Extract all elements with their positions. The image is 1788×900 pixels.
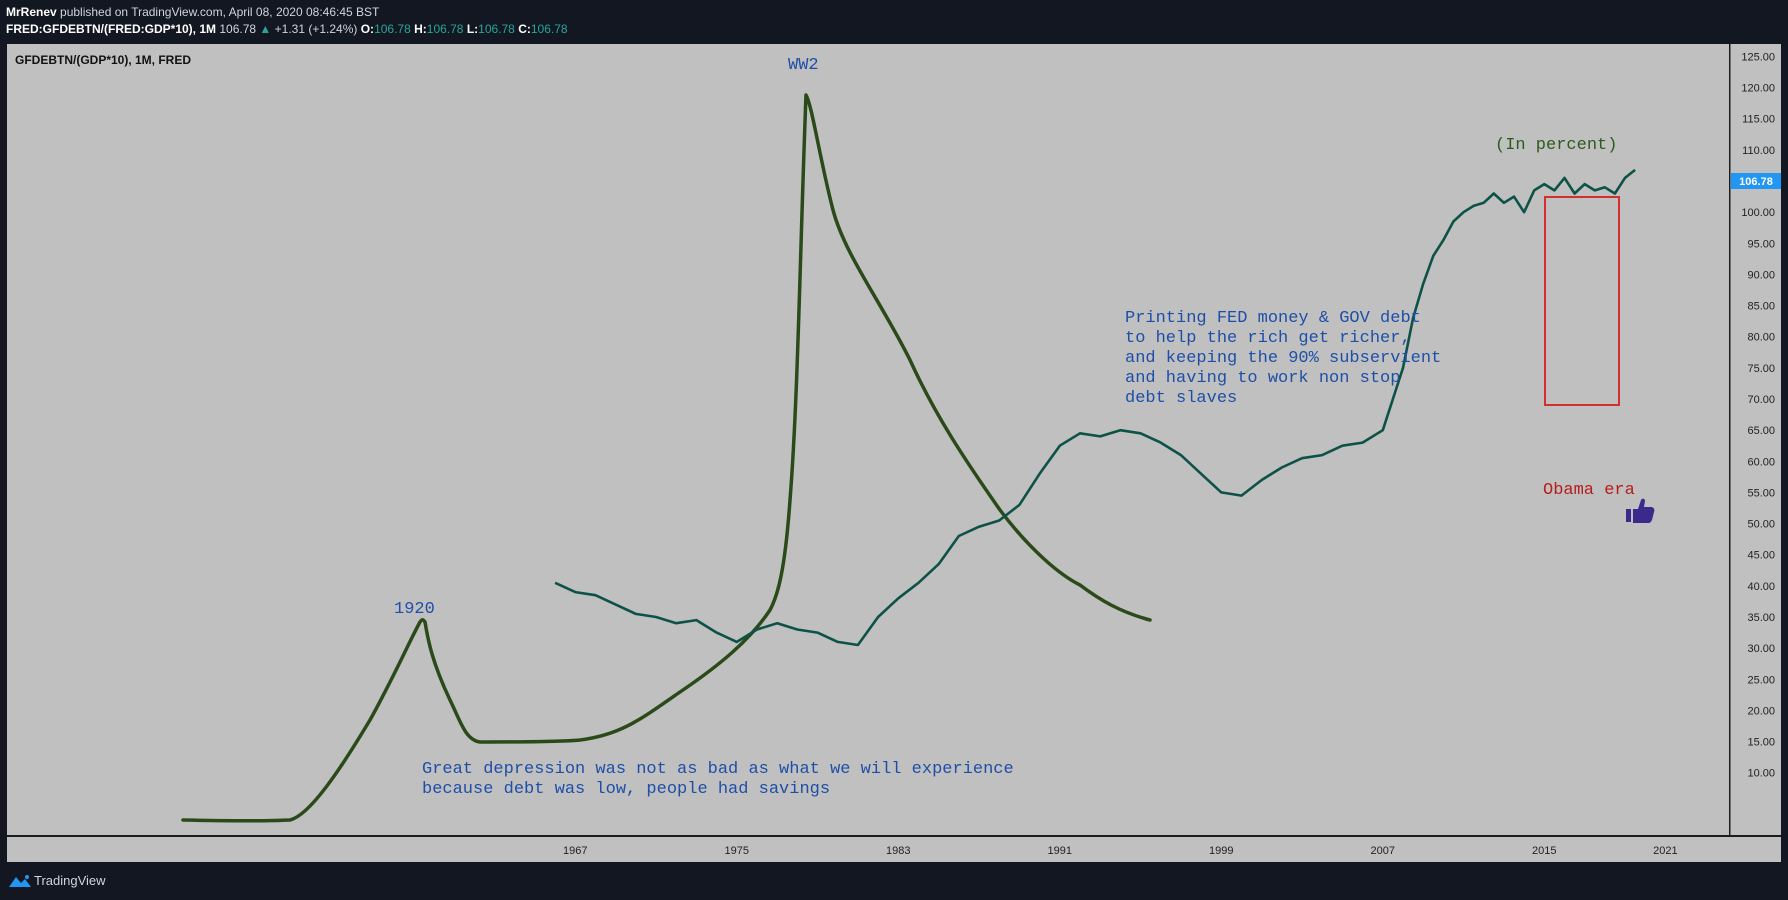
- chart-legend-title[interactable]: GFDEBTN/(GDP*10), 1M, FRED: [15, 53, 191, 67]
- open-label: O:: [360, 22, 375, 36]
- tradingview-brand[interactable]: TradingView: [34, 873, 106, 888]
- x-tick-label: 1999: [1209, 845, 1233, 857]
- published-text: published on TradingView.com, April 08, …: [60, 5, 380, 19]
- annotation-depression-line1[interactable]: Great depression was not as bad as what …: [422, 760, 1014, 779]
- annotation-obama-era[interactable]: Obama era: [1543, 481, 1635, 500]
- author-name[interactable]: MrRenev: [6, 5, 57, 19]
- chart-header: MrRenev published on TradingView.com, Ap…: [0, 0, 1788, 43]
- high-value: 106.78: [426, 22, 464, 36]
- y-tick-label: 125.00: [1741, 52, 1775, 64]
- low-value: 106.78: [478, 22, 515, 36]
- x-tick-label: 1967: [563, 845, 587, 857]
- annotation-in-percent[interactable]: (In percent): [1495, 136, 1617, 155]
- y-tick-label: 10.00: [1747, 768, 1775, 780]
- last-price-tag: [1731, 173, 1781, 189]
- y-tick-label: 50.00: [1747, 519, 1775, 531]
- annotation-printing-line3[interactable]: and keeping the 90% subservient: [1125, 349, 1441, 368]
- plot-area[interactable]: [7, 44, 1729, 835]
- y-tick-label: 55.00: [1747, 487, 1775, 499]
- annotation-printing-line2[interactable]: to help the rich get richer,: [1125, 329, 1411, 348]
- x-tick-label: 1975: [725, 845, 749, 857]
- y-tick-label: 115.00: [1742, 114, 1775, 126]
- obama-era-highlight-box[interactable]: [1544, 196, 1620, 406]
- last-price: 106.78: [219, 22, 257, 36]
- x-tick-labels: 1967 1975 1983 1991 1999 2007 2015 2021: [563, 845, 1678, 857]
- thumbs-up-icon[interactable]: [1626, 498, 1655, 523]
- y-tick-label: 110.00: [1742, 145, 1775, 157]
- x-tick-label: 2021: [1653, 845, 1677, 857]
- x-tick-label: 1983: [886, 845, 910, 857]
- y-tick-label: 30.00: [1747, 643, 1775, 655]
- y-tick-label: 75.00: [1747, 363, 1775, 375]
- annotation-ww2[interactable]: WW2: [788, 56, 819, 75]
- y-tick-label: 85.00: [1747, 301, 1775, 313]
- y-tick-label: 60.00: [1747, 456, 1775, 468]
- close-value: 106.78: [530, 22, 568, 36]
- y-tick-label: 40.00: [1747, 581, 1775, 593]
- annotation-printing-line1[interactable]: Printing FED money & GOV debt: [1125, 309, 1421, 328]
- annotation-printing-line5[interactable]: debt slaves: [1125, 389, 1237, 408]
- y-tick-label: 70.00: [1747, 394, 1775, 406]
- y-tick-label: 25.00: [1747, 674, 1775, 686]
- x-tick-label: 1991: [1048, 845, 1072, 857]
- y-tick-label: 100.00: [1741, 207, 1775, 219]
- time-axis[interactable]: [7, 837, 1781, 862]
- x-tick-label: 2007: [1371, 845, 1395, 857]
- high-label: H:: [414, 22, 427, 36]
- freehand-history-drawing[interactable]: [181, 93, 1152, 823]
- y-tick-label: 15.00: [1747, 737, 1775, 749]
- symbol-info: FRED:GFDEBTN/(FRED:GDP*10), 1M 106.78 ▲ …: [6, 22, 568, 36]
- open-value: 106.78: [374, 22, 411, 36]
- footer-bar: TradingView: [0, 862, 1788, 900]
- low-label: L:: [466, 22, 479, 36]
- chart-canvas[interactable]: 10.00 15.00 20.00 25.00 30.00 35.00 40.00 45.00…: [0, 0, 1788, 862]
- symbol-name[interactable]: FRED:GFDEBTN/(FRED:GDP*10), 1M: [6, 22, 217, 36]
- annotation-printing-line4[interactable]: and having to work non stop: [1125, 369, 1400, 388]
- annotation-depression-line2[interactable]: because debt was low, people had savings: [422, 780, 830, 799]
- publish-info: MrRenev published on TradingView.com, Ap…: [6, 5, 379, 19]
- y-tick-label: 45.00: [1747, 550, 1775, 562]
- annotation-1920[interactable]: 1920: [394, 600, 435, 619]
- y-tick-label: 65.00: [1747, 425, 1775, 437]
- close-label: C:: [518, 22, 531, 36]
- y-tick-label: 35.00: [1747, 612, 1775, 624]
- y-tick-label: 120.00: [1741, 83, 1775, 95]
- last-price-tag-text: 106.78: [1739, 176, 1773, 188]
- x-tick-label: 2015: [1532, 845, 1556, 857]
- y-tick-label: 20.00: [1747, 705, 1775, 717]
- y-tick-labels: 10.00 15.00 20.00 25.00 30.00 35.00 40.00 45.00…: [1741, 52, 1775, 780]
- price-change: +1.31 (+1.24%): [274, 22, 358, 36]
- y-tick-label: 95.00: [1747, 238, 1775, 250]
- series-line-gfdebtn-gdp[interactable]: [554, 168, 1636, 647]
- tradingview-logo-icon[interactable]: [8, 874, 32, 888]
- y-tick-label: 90.00: [1747, 269, 1775, 281]
- up-arrow-icon: ▲: [259, 22, 272, 36]
- y-tick-label: 80.00: [1747, 332, 1775, 344]
